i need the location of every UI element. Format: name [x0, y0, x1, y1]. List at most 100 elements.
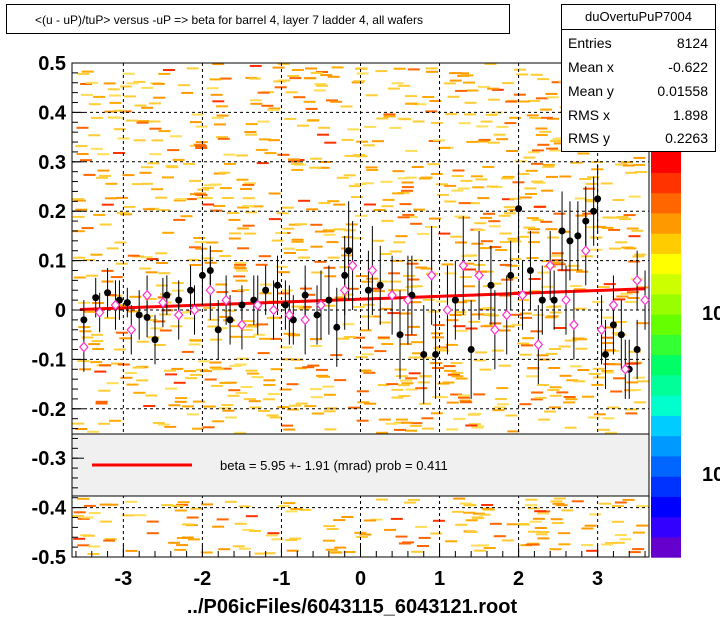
histogram-cell [545, 228, 558, 231]
histogram-cell [174, 509, 187, 512]
histogram-cell [613, 377, 626, 380]
histogram-cell [485, 113, 498, 116]
palette-swatch [651, 516, 681, 538]
histogram-cell [234, 267, 247, 270]
histogram-cell [297, 124, 309, 127]
data-point-diamond [517, 289, 528, 301]
histogram-cell [248, 400, 261, 403]
histogram-cell [570, 161, 583, 164]
histogram-cell [72, 422, 85, 425]
histogram-cell [463, 299, 476, 302]
histogram-cell [430, 121, 443, 124]
histogram-cell [546, 236, 559, 239]
histogram-cell [184, 198, 197, 201]
histogram-cell [502, 325, 515, 328]
histogram-cell [80, 159, 92, 162]
histogram-cell [269, 416, 282, 419]
histogram-cell [157, 296, 170, 299]
histogram-cell [119, 337, 132, 340]
data-point-diamond [94, 307, 105, 318]
histogram-cell [141, 86, 154, 89]
histogram-cell [458, 216, 471, 219]
histogram-cell [634, 253, 647, 256]
histogram-cell [372, 140, 384, 143]
histogram-cell [132, 183, 144, 186]
histogram-cell [162, 69, 175, 71]
histogram-cell [505, 100, 518, 103]
histogram-cell [203, 405, 216, 408]
data-point [313, 311, 321, 319]
histogram-cell [549, 348, 561, 350]
histogram-cell [285, 510, 298, 513]
histogram-cell [235, 279, 248, 282]
histogram-cell [409, 301, 422, 304]
histogram-cell [553, 497, 566, 500]
histogram-cell [192, 400, 205, 403]
histogram-cell [601, 543, 614, 546]
histogram-cell [249, 65, 262, 67]
histogram-cell [212, 100, 225, 103]
histogram-cell [167, 149, 180, 152]
histogram-cell [309, 166, 322, 169]
histogram-cell [397, 216, 410, 219]
histogram-cell [334, 546, 347, 549]
histogram-cell [331, 66, 344, 69]
histogram-cell [465, 531, 478, 533]
histogram-cell [375, 70, 388, 73]
data-point [104, 289, 112, 297]
histogram-cell [489, 522, 502, 525]
palette-label-upper: 10 [702, 303, 720, 325]
histogram-cell [401, 186, 414, 189]
data-point [187, 286, 195, 294]
histogram-cell [149, 127, 162, 130]
histogram-cell [202, 203, 215, 206]
histogram-cell [333, 228, 346, 231]
histogram-cell [498, 214, 511, 217]
histogram-cell [253, 333, 265, 336]
histogram-cell [412, 352, 425, 355]
histogram-cell [432, 336, 444, 339]
histogram-cell [286, 408, 299, 411]
histogram-cell [114, 241, 127, 244]
histogram-cell [122, 174, 135, 177]
histogram-cell [404, 501, 416, 504]
histogram-cell [245, 123, 258, 126]
title-box: <(u - uP)/tuP> versus -uP => beta for ba… [6, 4, 510, 34]
histogram-cell [341, 236, 354, 239]
histogram-cell [567, 264, 580, 267]
histogram-cell [107, 88, 120, 91]
histogram-cell [396, 418, 408, 421]
histogram-cell [99, 364, 111, 367]
histogram-cell [161, 504, 174, 507]
histogram-cell [97, 153, 110, 156]
histogram-cell [446, 401, 459, 404]
histogram-cell [137, 120, 150, 123]
histogram-cell [97, 169, 110, 172]
data-point [633, 346, 641, 354]
histogram-cell [545, 352, 558, 355]
data-point-diamond [580, 245, 591, 257]
histogram-cell [471, 313, 484, 316]
data-point-diamond [533, 339, 544, 350]
histogram-cell [575, 214, 588, 217]
histogram-cell [509, 240, 522, 243]
histogram-cell [527, 367, 540, 370]
histogram-cell [168, 541, 181, 544]
histogram-cell [126, 383, 139, 386]
histogram-cell [469, 412, 482, 415]
histogram-cell [133, 391, 146, 394]
histogram-cell [472, 186, 485, 189]
histogram-cell [77, 497, 90, 500]
histogram-cell [210, 384, 223, 387]
histogram-cell [211, 368, 224, 371]
histogram-cell [476, 125, 489, 128]
histogram-cell [634, 401, 646, 404]
histogram-cell [528, 278, 541, 280]
histogram-cell [259, 337, 271, 340]
histogram-cell [342, 323, 355, 326]
histogram-cell [245, 369, 258, 372]
histogram-cell [464, 504, 477, 507]
legend: beta = 5.95 +- 1.91 (mrad) prob = 0.411 [71, 433, 650, 497]
histogram-cell [405, 216, 418, 218]
histogram-cell [363, 371, 376, 374]
